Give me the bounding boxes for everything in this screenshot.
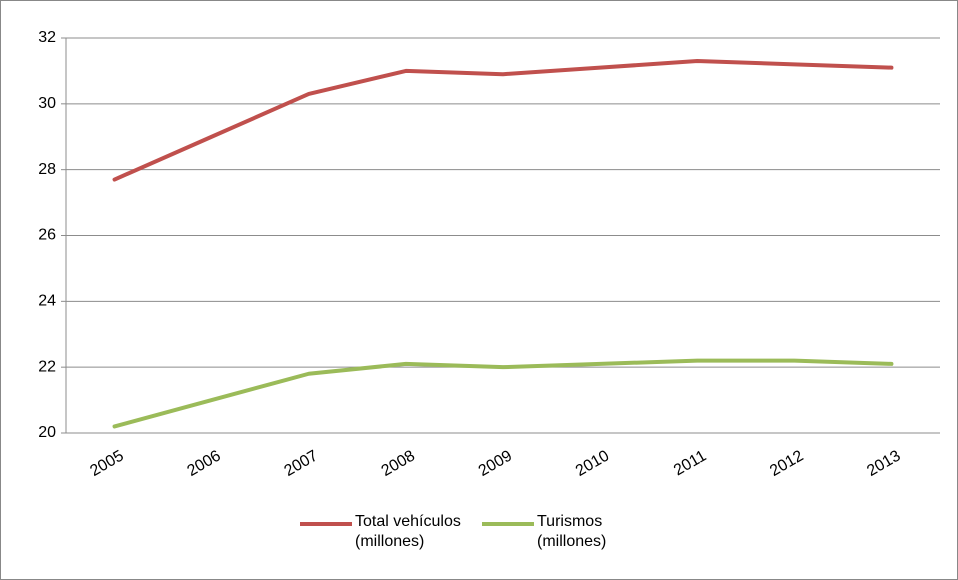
y-tick-label: 20 xyxy=(38,424,56,441)
data-line xyxy=(112,59,894,182)
legend-label: Total vehículos (millones) xyxy=(355,513,461,550)
y-tick-label: 26 xyxy=(38,227,56,244)
data-line xyxy=(112,358,894,429)
y-tick-label: 30 xyxy=(38,95,56,112)
legend-item: Total vehículos (millones) xyxy=(300,512,485,552)
legend-label: Turismos (millones) xyxy=(537,513,607,550)
y-tick-label: 32 xyxy=(38,29,56,46)
y-tick-label: 28 xyxy=(38,161,56,178)
y-tick-label: 24 xyxy=(38,293,56,310)
legend-swatch xyxy=(482,522,534,526)
y-tick-label: 22 xyxy=(38,358,56,375)
legend-swatch xyxy=(300,522,352,526)
legend-item: Turismos (millones) xyxy=(482,512,667,552)
